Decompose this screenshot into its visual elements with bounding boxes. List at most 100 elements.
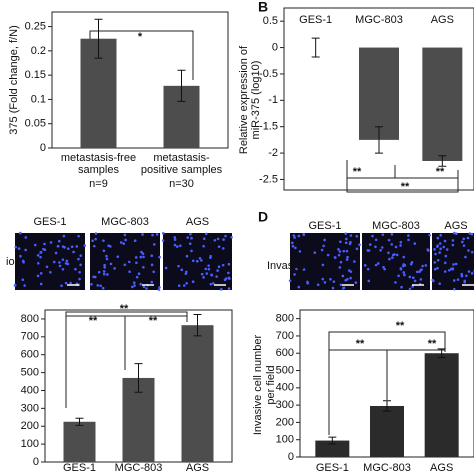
cell-dot [101,286,105,290]
cell-dot [322,244,325,248]
cell-dot [464,255,467,259]
cell-dot [150,280,154,284]
cell-dot [155,233,159,236]
cell-dot [139,255,143,259]
cell-dot [213,238,217,242]
cell-dot [470,272,474,275]
annotation: ** [120,303,129,315]
y-tick-label: 800 [21,313,39,325]
cell-dot [337,253,341,257]
cell-dot [345,258,349,261]
significance-bracket [89,30,194,80]
cell-dot [57,239,61,243]
cell-dot [78,277,81,281]
cell-dot [150,254,154,258]
cell-dot [439,233,442,237]
x-tick-label: GES-1 [299,14,332,26]
image-label: GES-1 [33,216,66,228]
cell-dot [190,249,193,253]
cell-dot [103,263,106,267]
cell-dot [470,250,474,254]
cell-dot [39,272,43,275]
cell-dot [222,238,225,241]
cell-dot [399,244,402,247]
cell-dot [349,240,352,244]
bar [424,353,459,457]
cell-dot [184,272,188,276]
cell-dot [221,263,225,267]
cell-dot [182,284,186,287]
plot-frame [51,11,229,149]
cell-dot [467,270,471,273]
annotation: ** [89,315,98,327]
panel-letter: D [258,209,268,225]
cell-dot [102,272,106,276]
y-tick-label: -2.5 [259,173,278,185]
cell-dot [36,274,40,278]
cell-dot [438,282,441,285]
cell-dot [131,285,134,289]
y-tick-label: 300 [21,402,39,414]
y-tick-label: 600 [276,347,294,359]
cell-dot [344,278,348,282]
cell-dot [186,236,189,239]
cell-dot [158,255,161,259]
error-bar [75,417,84,426]
cell-dot [77,257,80,261]
cell-dot [150,263,154,267]
cell-dot [215,275,218,278]
cell-dot [292,234,296,237]
y-axis-label: miR-375 (log10) [250,61,262,140]
cell-dot [302,268,306,271]
cell-dot [323,238,326,242]
cell-dot [456,278,460,281]
cell-dot [39,282,43,286]
cell-dot [92,244,96,248]
y-tick-label: 0.2 [31,45,46,57]
cell-dot [217,265,221,269]
cell-dot [355,234,359,238]
cell-dot [381,233,385,236]
y-tick-label: -1 [268,94,278,106]
cell-dot [393,253,396,256]
image-label: AGS [444,220,467,232]
plot-frame [283,7,474,191]
cell-dot [97,270,101,274]
y-axis-label: 375 (Fold change, f/N) [8,25,20,134]
cell-dot [451,239,455,242]
cell-dot [173,236,177,239]
panel-letter: B [258,0,268,15]
bar [359,47,399,140]
cell-dot [408,287,412,291]
y-axis-label: Relative expression of [238,45,250,154]
cell-dot [54,251,58,255]
y-tick-label: 0.5 [263,15,278,27]
cell-dot [94,232,98,235]
row-label: Invasion [267,260,308,272]
cell-dot [443,270,447,273]
micrograph [90,233,160,290]
cell-dot [66,262,70,266]
error-bar [134,363,143,393]
cell-dot [122,242,126,245]
cell-dot [91,239,94,243]
cell-dot [103,266,107,269]
cell-dot [128,260,131,264]
cell-dot [191,259,195,263]
cell-dot [209,254,212,258]
cell-dot [291,241,294,245]
micrograph [290,233,360,290]
cell-dot [141,233,144,236]
y-tick-label: 0.25 [25,20,46,32]
y-tick-label: 0.1 [31,93,46,105]
cell-dot [45,265,49,269]
cell-dot [24,248,27,252]
cell-dot [152,243,156,246]
y-tick-label: 700 [276,330,294,342]
error-bar [383,400,391,412]
cell-dot [14,245,18,249]
micrograph [15,233,85,290]
cell-dot [353,260,356,263]
